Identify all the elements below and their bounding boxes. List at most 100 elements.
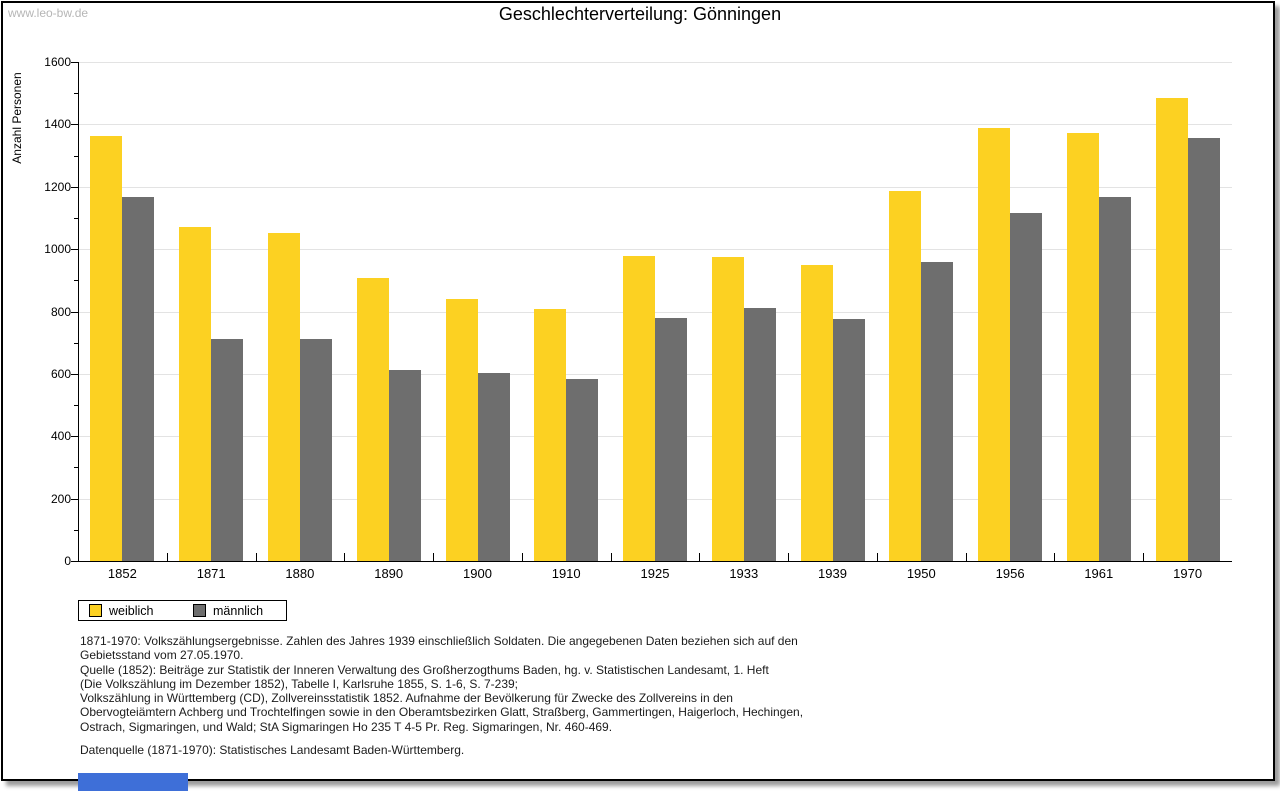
y-tick-major [71,124,78,126]
legend-swatch-weiblich [89,604,102,617]
legend-swatch-maennlich [193,604,206,617]
y-tick-major [71,311,78,313]
bar-weiblich-1871 [179,227,212,561]
y-gridline [78,124,1232,126]
bar-weiblich-1890 [356,278,389,561]
x-axis-line [78,561,1232,562]
bar-maennlich-1852 [122,197,155,561]
x-boundary-tick [167,553,168,561]
y-tick-label: 1400 [44,117,71,132]
bar-maennlich-1970 [1187,138,1220,561]
note-line: Volkszählung in Württemberg (CD), Zollve… [80,691,733,706]
bar-weiblich-1939 [800,264,833,561]
x-tick-label: 1890 [374,566,404,581]
x-tick-label: 1950 [906,566,936,581]
x-boundary-tick [522,553,523,561]
y-gridline [78,311,1232,313]
x-boundary-tick [788,553,789,561]
x-tick-label: 1852 [107,566,137,581]
y-tick-label: 800 [50,304,71,319]
y-gridline [78,186,1232,188]
legend-label-maennlich: männlich [213,604,264,618]
y-tick-major [71,373,78,375]
x-boundary-tick [1054,553,1055,561]
x-tick-label: 1900 [463,566,492,581]
note-line: 1871-1970: Volkszählungsergebnisse. Zahl… [80,634,798,648]
legend-label-weiblich: weiblich [109,604,154,618]
y-tick-label: 1600 [44,55,71,69]
bar-maennlich-1950 [921,261,954,561]
note-line: (Die Volkszählung im Dezember 1852), Tab… [80,676,519,691]
note-line: Quelle (1852): Beiträge zur Statistik de… [80,662,769,677]
y-tick-label: 1200 [44,179,71,194]
x-tick-label: 1880 [285,566,315,581]
source-notes: 1871-1970: Volkszählungsergebnisse. Zahl… [80,634,803,757]
bar-maennlich-1956 [1010,212,1043,561]
chart-title: Geschlechterverteilung: Gönningen [498,4,782,24]
x-boundary-tick [344,553,345,561]
bar-maennlich-1900 [477,372,510,561]
bar-maennlich-1890 [388,370,421,561]
y-tick-minor [74,280,78,282]
x-boundary-tick [256,553,257,561]
bar-maennlich-1880 [299,338,332,561]
y-tick-major [71,186,78,188]
x-boundary-tick [1143,553,1144,561]
note-line: Ostrach, Sigmaringen, und Wald; StA Sigm… [80,719,613,734]
y-tick-label: 600 [50,366,71,381]
bar-maennlich-1871 [211,338,244,561]
bar-weiblich-1900 [445,298,478,561]
bar-maennlich-1925 [655,318,687,561]
x-tick-label: 1871 [196,566,226,581]
x-tick-label: 1961 [1084,566,1114,581]
y-tick-label: 200 [50,491,71,506]
x-tick-label: 1925 [640,566,670,581]
y-tick-label: 1000 [44,242,71,257]
y-tick-major [71,561,78,562]
y-tick-major [71,249,78,251]
bar-maennlich-1939 [832,319,865,561]
x-tick-label: 1956 [995,566,1025,581]
bar-weiblich-1852 [90,136,123,561]
y-tick-minor [74,93,78,95]
y-tick-major [71,498,78,500]
x-boundary-tick [877,553,878,561]
bar-weiblich-1961 [1066,132,1099,561]
bar-weiblich-1956 [978,128,1011,561]
x-boundary-tick [699,553,700,561]
x-boundary-tick [433,553,434,561]
x-tick-label: 1910 [551,566,581,581]
y-tick-minor [74,529,78,531]
bar-weiblich-1970 [1155,97,1188,561]
y-tick-minor [74,342,78,344]
x-tick-label: 1933 [729,566,759,581]
note-line: Obervogteiämtern Achberg und Trochtelfin… [80,705,804,720]
x-tick-label: 1970 [1173,566,1203,581]
x-boundary-tick [966,553,967,561]
data-source-line: Datenquelle (1871-1970): Statistisches L… [80,743,465,758]
y-tick-major [71,62,78,63]
y-tick-minor [74,217,78,219]
status-bar-fragment [78,773,188,791]
y-tick-label: 0 [64,554,71,568]
bar-weiblich-1880 [267,232,300,561]
x-tick-label: 1939 [818,566,847,581]
x-boundary-tick [611,553,612,561]
y-tick-major [71,436,78,438]
note-line: Gebietsstand vom 27.05.1970. [80,648,244,663]
chart-legend: weiblich männlich [78,600,287,621]
y-tick-minor [74,155,78,157]
y-gridline [78,62,1232,63]
y-tick-minor [74,405,78,407]
y-axis-line [78,62,79,561]
bar-maennlich-1961 [1098,197,1131,561]
bar-maennlich-1910 [566,378,599,561]
y-tick-minor [74,467,78,469]
bar-weiblich-1933 [711,257,744,561]
bar-maennlich-1933 [743,307,776,561]
y-gridline [78,249,1232,251]
y-tick-label: 400 [50,429,71,444]
bar-weiblich-1925 [623,256,655,561]
watermark-url: www.leo-bw.de [8,6,89,20]
